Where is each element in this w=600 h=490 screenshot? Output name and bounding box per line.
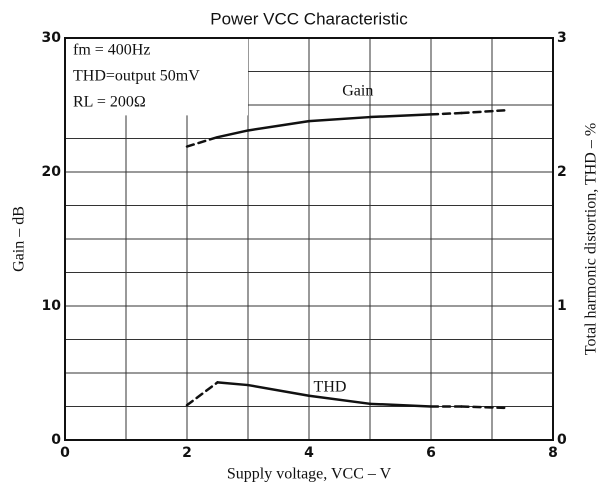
line-segment bbox=[368, 402, 433, 408]
y2-tick-label: 2 bbox=[557, 164, 567, 180]
y-tick-label: 20 bbox=[42, 164, 62, 180]
series-label: Gain bbox=[342, 82, 373, 99]
annotation: THD=output 50mV bbox=[73, 68, 200, 85]
line-segment bbox=[246, 383, 311, 398]
line-segment bbox=[307, 115, 372, 123]
chart-title: Power VCC Characteristic bbox=[210, 9, 408, 28]
y-tick-label: 0 bbox=[51, 432, 61, 448]
y2-tick-label: 3 bbox=[557, 30, 567, 46]
line-segment bbox=[185, 135, 219, 148]
y2-tick-label: 0 bbox=[557, 432, 567, 448]
line-segment bbox=[307, 394, 372, 406]
x-axis-label: Supply voltage, VCC – V bbox=[227, 466, 392, 483]
x-tick-label: 8 bbox=[548, 445, 558, 461]
x-tick-label: 6 bbox=[426, 445, 436, 461]
y2-axis-label: Total harmonic distortion, THD – % bbox=[583, 123, 600, 355]
line-segment bbox=[246, 119, 311, 132]
line-segment bbox=[460, 109, 506, 115]
annotation: fm = 400Hz bbox=[73, 42, 150, 59]
line-segment bbox=[368, 113, 433, 119]
x-tick-label: 4 bbox=[304, 445, 314, 461]
y-tick-label: 30 bbox=[42, 30, 62, 46]
line-segment bbox=[216, 381, 250, 387]
line-segment bbox=[216, 129, 250, 139]
plot-frame bbox=[64, 37, 554, 441]
annotation: RL = 200Ω bbox=[73, 94, 146, 111]
line-segment bbox=[429, 111, 463, 116]
annotation-box bbox=[66, 39, 248, 116]
series-label: THD bbox=[314, 378, 347, 395]
y-tick-label: 10 bbox=[42, 298, 62, 314]
x-tick-label: 2 bbox=[182, 445, 192, 461]
x-tick-label: 0 bbox=[60, 445, 70, 461]
data-line bbox=[187, 110, 504, 146]
y-axis-label: Gain – dB bbox=[11, 206, 28, 272]
y2-tick-label: 1 bbox=[557, 298, 567, 314]
line-segment bbox=[460, 405, 506, 410]
line-segment bbox=[185, 381, 219, 407]
